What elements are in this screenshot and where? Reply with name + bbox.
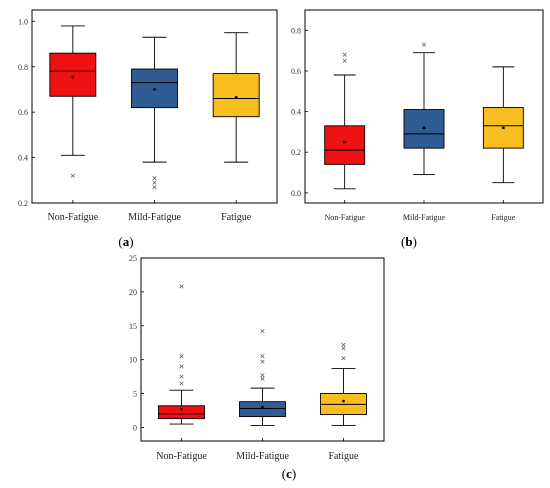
y-tick-label: 0.4 (18, 154, 28, 163)
outlier-marker (179, 354, 184, 359)
mean-marker (342, 399, 345, 403)
box-fatigue (320, 342, 367, 426)
y-tick-label: 0.8 (291, 26, 301, 35)
mean-marker (153, 88, 156, 91)
iqr-box (324, 125, 366, 165)
box-non-fatigue (49, 25, 97, 178)
outlier-marker (152, 175, 157, 181)
outlier-marker (152, 185, 157, 190)
x-category-label: Fatigue (221, 212, 252, 223)
y-tick-label: 0.4 (291, 108, 301, 117)
y-tick-label: 0.2 (291, 148, 301, 157)
box-mild-fatigue (239, 329, 286, 426)
outlier-marker (260, 329, 265, 334)
y-tick-label: 0.2 (18, 199, 28, 208)
y-tick-label: 15 (129, 322, 137, 331)
x-category-label: Mild-Fatigue (128, 212, 181, 223)
y-tick-label: 1.0 (18, 17, 28, 26)
x-category-label: Non-Fatigue (324, 213, 365, 222)
box-fatigue (212, 32, 260, 163)
box-fatigue (482, 66, 524, 184)
x-category-label: Non-Fatigue (156, 451, 207, 462)
iqr-box (158, 405, 205, 420)
y-tick-label: 5 (133, 390, 137, 399)
mean-marker (343, 140, 346, 144)
box-mild-fatigue (403, 42, 445, 176)
outlier-marker (70, 173, 75, 178)
y-tick-label: 20 (129, 288, 137, 297)
mean-marker (180, 407, 183, 411)
y-tick-label: 0.0 (291, 189, 301, 198)
y-tick-label: 0.6 (18, 108, 28, 117)
outlier-marker (341, 356, 346, 361)
outlier-marker (342, 58, 347, 63)
y-tick-label: 0 (133, 423, 137, 432)
panel-a-plot: 0.2 0.4 0.6 0.8 1.0 Non-Fatigue Mild-Fatigue Fa… (18, 9, 278, 223)
panel-b-plot: 0.0 0.2 0.4 0.6 0.8 Non-Fatigue Mild-Fatigue Fa… (291, 9, 544, 222)
iqr-box (49, 52, 97, 97)
panel-b-label: (b) (401, 234, 417, 249)
mean-marker (261, 405, 264, 409)
y-tick-label: 0.6 (291, 67, 301, 76)
outlier-marker (421, 42, 427, 47)
outlier-marker (260, 354, 265, 359)
outlier-marker (260, 373, 265, 378)
y-tick-label: 25 (129, 254, 137, 263)
outlier-marker (342, 52, 347, 57)
panel-a-label: (a) (118, 234, 133, 249)
outlier-marker (341, 346, 346, 351)
outlier-marker (179, 284, 184, 289)
x-category-label: Mild-Fatigue (236, 451, 289, 462)
mean-marker (234, 96, 238, 99)
outlier-marker (179, 364, 184, 369)
mean-marker (422, 126, 426, 130)
mean-marker (502, 126, 505, 130)
outlier-marker (179, 381, 184, 386)
outlier-marker (179, 374, 184, 379)
y-tick-label: 0.8 (18, 63, 28, 72)
panel-c-label: (c) (282, 466, 296, 481)
box-mild-fatigue (131, 36, 178, 190)
iqr-box (239, 401, 286, 418)
outlier-marker (152, 180, 157, 185)
outlier-marker (260, 359, 265, 364)
x-category-label: Fatigue (491, 213, 515, 222)
panel-c-plot: 0 5 10 15 20 25 Non-Fatigue Mild-Fatigue Fatigue (129, 254, 385, 462)
x-category-label: Mild-Fatigue (403, 213, 446, 222)
x-category-label: Fatigue (329, 451, 360, 462)
mean-marker (71, 75, 75, 79)
box-non-fatigue (324, 52, 366, 190)
y-tick-label: 10 (129, 356, 137, 365)
box-non-fatigue (158, 284, 205, 425)
x-category-label: Non-Fatigue (48, 212, 99, 223)
outlier-marker (341, 342, 346, 347)
outlier-marker (260, 376, 265, 381)
iqr-box (212, 73, 260, 118)
